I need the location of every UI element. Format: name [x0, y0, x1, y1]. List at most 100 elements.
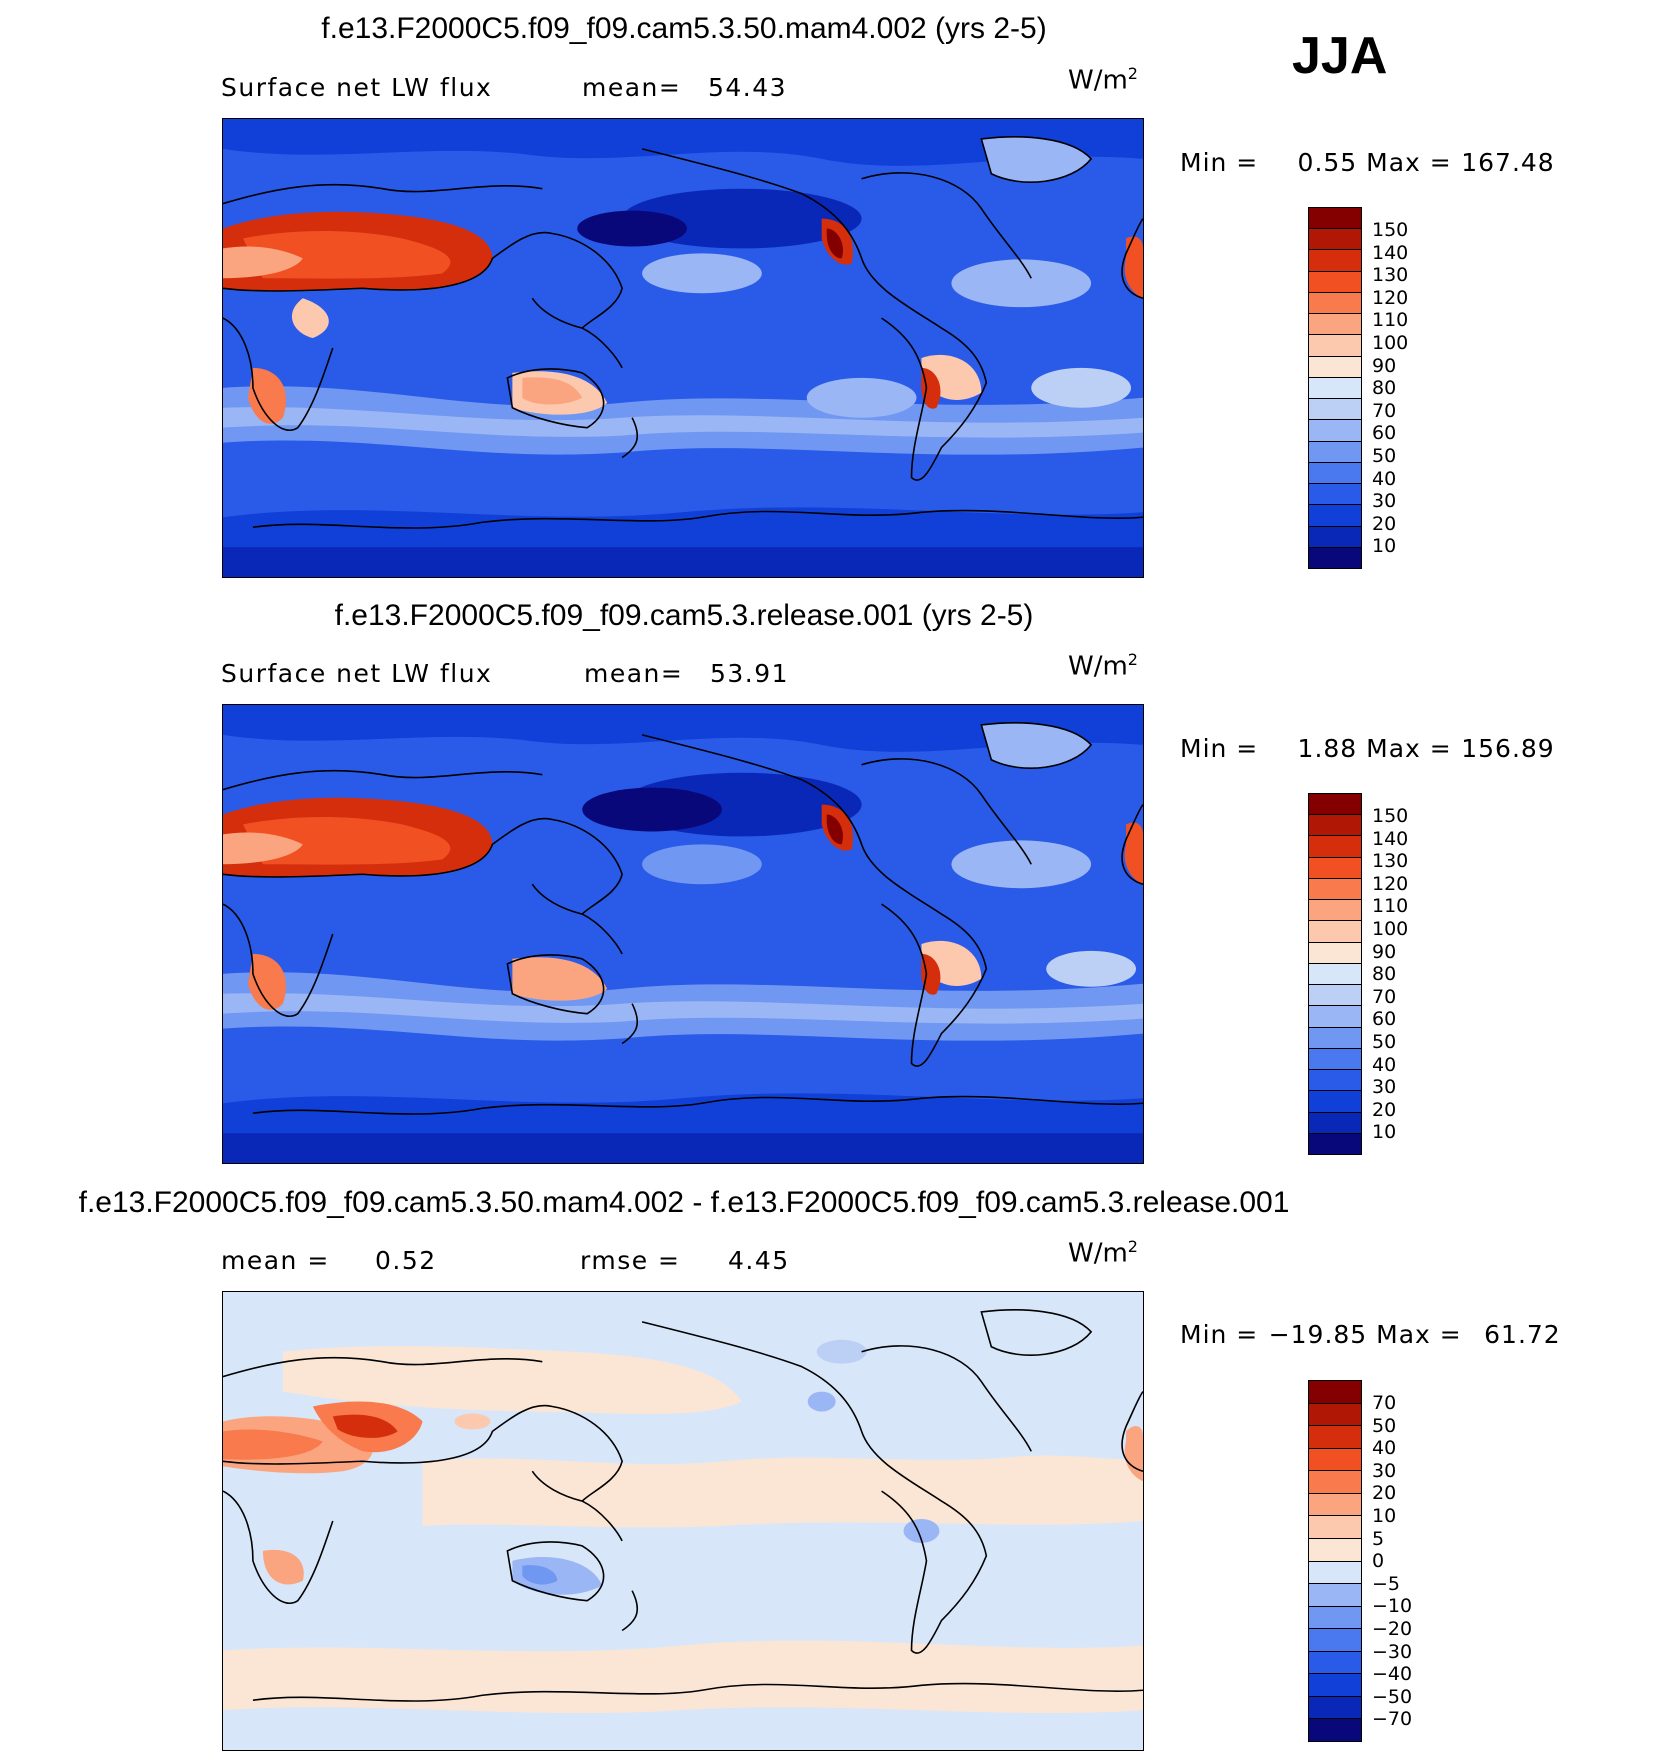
colorbar-swatch — [1309, 1448, 1361, 1472]
colorbar-tick-label: 30 — [1372, 1076, 1397, 1099]
colorbar-tick-label: 40 — [1372, 1053, 1397, 1076]
colorbar-tick-label: 100 — [1372, 917, 1409, 940]
colorbar-tick-label: 110 — [1372, 309, 1409, 332]
panel-1-min-value: 0.55 — [1297, 148, 1358, 177]
colorbar-tick-label: −50 — [1372, 1685, 1413, 1708]
colorbar-swatch — [1309, 900, 1361, 922]
panel-1-max-label: Max = — [1366, 148, 1452, 177]
panel-2-title: f.e13.F2000C5.f09_f09.cam5.3.release.001… — [334, 599, 1034, 632]
colorbar-swatch — [1309, 985, 1361, 1007]
colorbar-tick-label: 5 — [1372, 1527, 1385, 1550]
colorbar-swatch — [1309, 1561, 1361, 1585]
colorbar-swatch — [1309, 547, 1361, 568]
panel-1-variable: Surface net LW flux — [221, 73, 493, 102]
colorbar-tick-label: 20 — [1372, 512, 1397, 535]
panel-1-mean-label: mean= — [582, 73, 682, 102]
colorbar-tick-label: −30 — [1372, 1640, 1413, 1663]
colorbar-swatch — [1309, 794, 1361, 816]
colorbar-tick-label: 90 — [1372, 940, 1397, 963]
colorbar-swatch — [1309, 1696, 1361, 1720]
colorbar-swatch — [1309, 1070, 1361, 1092]
panel-1-units: W/m2 — [1068, 64, 1138, 96]
colorbar-tick-label: 80 — [1372, 963, 1397, 986]
colorbar-tick-label: 150 — [1372, 805, 1409, 827]
panel-3-colorbar — [1308, 1380, 1362, 1742]
colorbar-swatch — [1309, 1006, 1361, 1028]
panel-3-map — [222, 1291, 1144, 1751]
colorbar-tick-label: 130 — [1372, 264, 1409, 287]
colorbar-tick-label: 150 — [1372, 219, 1409, 241]
colorbar-tick-label: 140 — [1372, 241, 1409, 264]
season-label: JJA — [1292, 27, 1388, 85]
colorbar-tick-label: 80 — [1372, 377, 1397, 400]
panel-1-mean-value: 54.43 — [708, 73, 788, 102]
colorbar-swatch — [1309, 1048, 1361, 1071]
colorbar-swatch — [1309, 526, 1361, 548]
colorbar-swatch — [1309, 1027, 1361, 1049]
colorbar-swatch — [1309, 356, 1361, 378]
colorbar-tick-label: −5 — [1372, 1572, 1401, 1595]
panel-1-title: f.e13.F2000C5.f09_f09.cam5.3.50.mam4.002… — [321, 12, 1047, 45]
panel-3-minmax: Min = −19.85 Max = 61.72 — [1180, 1320, 1561, 1349]
colorbar-tick-label: 70 — [1372, 399, 1397, 422]
panel-2-map — [222, 704, 1144, 1164]
panel-3-units: W/m2 — [1068, 1237, 1138, 1269]
colorbar-swatch — [1309, 1629, 1361, 1652]
panel-2-max-value: 156.89 — [1461, 734, 1555, 763]
panel-1-minmax: Min = 0.55 Max = 167.48 — [1180, 148, 1555, 177]
colorbar-swatch — [1309, 836, 1361, 858]
panel-1-map — [222, 118, 1144, 578]
colorbar-swatch — [1309, 420, 1361, 442]
colorbar-tick-label: 70 — [1372, 985, 1397, 1008]
colorbar-tick-label: −20 — [1372, 1617, 1413, 1640]
colorbar-tick-label: 50 — [1372, 1414, 1397, 1437]
panel-2-min-label: Min = — [1180, 734, 1259, 763]
panel-3-rmse-label: rmse = — [580, 1246, 681, 1275]
colorbar-tick-label: 140 — [1372, 827, 1409, 850]
colorbar-tick-label: 10 — [1372, 1504, 1397, 1527]
colorbar-tick-label: 130 — [1372, 850, 1409, 873]
colorbar-tick-label: 20 — [1372, 1482, 1397, 1505]
colorbar-swatch — [1309, 1719, 1361, 1741]
colorbar-swatch — [1309, 1674, 1361, 1697]
panel-2-min-value: 1.88 — [1297, 734, 1358, 763]
panel-3-max-label: Max = — [1376, 1320, 1462, 1349]
panel-3-min-label: Min = — [1180, 1320, 1259, 1349]
colorbar-swatch — [1309, 1606, 1361, 1630]
panel-3-max-value: 61.72 — [1484, 1320, 1561, 1349]
colorbar-swatch — [1309, 857, 1361, 879]
colorbar-swatch — [1309, 292, 1361, 315]
panel-2-map-svg — [223, 705, 1143, 1163]
ocean-fill — [223, 119, 1143, 577]
colorbar-swatch — [1309, 1538, 1361, 1562]
panel-3-mean-value: 0.52 — [375, 1246, 437, 1275]
colorbar-tick-label: 10 — [1372, 535, 1397, 558]
colorbar-tick-label: 70 — [1372, 1392, 1397, 1414]
colorbar-swatch — [1309, 229, 1361, 251]
colorbar-tick-label: 60 — [1372, 422, 1397, 445]
colorbar-swatch — [1309, 1426, 1361, 1449]
colorbar-tick-label: −40 — [1372, 1663, 1413, 1686]
colorbar-swatch — [1309, 1471, 1361, 1494]
colorbar-swatch — [1309, 484, 1361, 506]
colorbar-tick-label: 50 — [1372, 1030, 1397, 1053]
colorbar-tick-label: 30 — [1372, 1459, 1397, 1482]
colorbar-swatch — [1309, 250, 1361, 272]
colorbar-swatch — [1309, 1403, 1361, 1427]
colorbar-swatch — [1309, 1381, 1361, 1404]
panel-2-colorbar — [1308, 793, 1362, 1155]
colorbar-swatch — [1309, 462, 1361, 485]
colorbar-swatch — [1309, 1651, 1361, 1675]
panel-3-min-value: −19.85 — [1268, 1320, 1368, 1349]
colorbar-swatch — [1309, 441, 1361, 463]
colorbar-swatch — [1309, 1584, 1361, 1607]
colorbar-tick-label: 40 — [1372, 467, 1397, 490]
colorbar-swatch — [1309, 1091, 1361, 1113]
colorbar-swatch — [1309, 963, 1361, 986]
colorbar-tick-label: 90 — [1372, 354, 1397, 377]
colorbar-swatch — [1309, 314, 1361, 336]
panel-2-variable: Surface net LW flux — [221, 659, 493, 688]
panel-1-colorbar — [1308, 207, 1362, 569]
colorbar-tick-label: 60 — [1372, 1008, 1397, 1031]
colorbar-tick-label: 30 — [1372, 490, 1397, 513]
